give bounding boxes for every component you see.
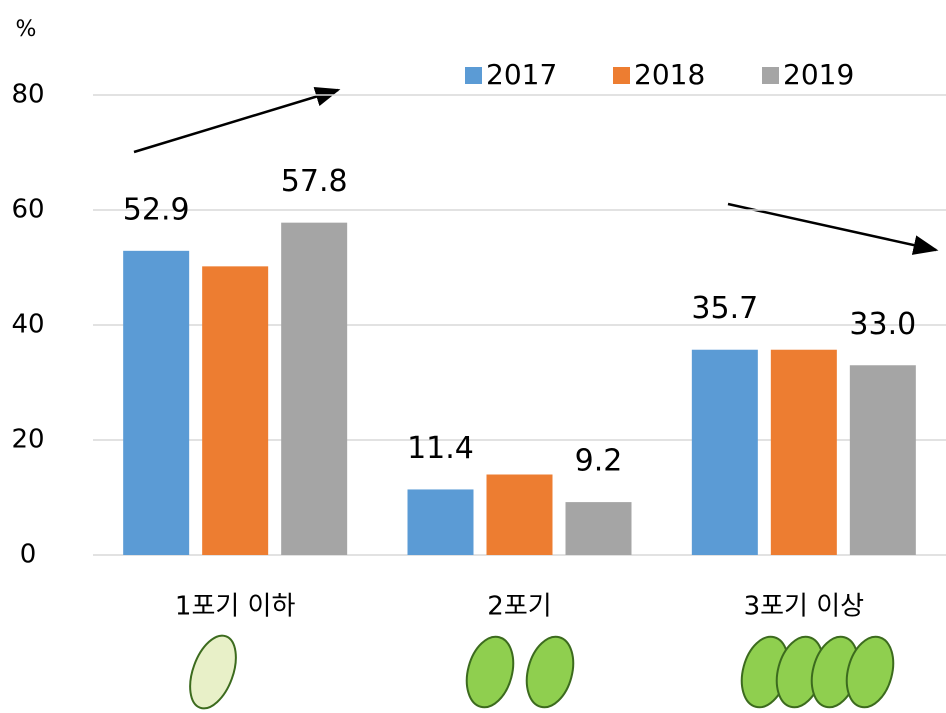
bar	[202, 266, 268, 555]
bar	[850, 365, 916, 555]
trend-arrow	[134, 90, 338, 152]
trend-arrow	[728, 204, 936, 250]
bar	[123, 251, 189, 555]
legend-swatch	[465, 67, 482, 84]
bar	[771, 350, 837, 555]
bar	[281, 223, 347, 555]
x-tick-label: 1포기 이하	[175, 592, 296, 622]
data-label: 35.7	[691, 291, 758, 326]
data-label: 11.4	[407, 431, 474, 466]
x-tick-label: 3포기 이상	[744, 592, 865, 622]
data-label: 9.2	[575, 444, 623, 479]
data-label: 52.9	[123, 192, 190, 227]
y-tick-label: 80	[11, 80, 44, 110]
bar	[408, 489, 474, 555]
bar	[487, 475, 553, 556]
y-tick-label: 60	[11, 195, 44, 225]
y-tick-label: 0	[20, 540, 37, 570]
legend-label: 2018	[634, 58, 705, 91]
legend-swatch	[613, 67, 630, 84]
cabbage-icons	[181, 629, 900, 713]
data-label: 57.8	[281, 164, 348, 199]
x-tick-label: 2포기	[487, 592, 551, 622]
chart: % 0 20 40 60 80 2017 2018 2019 1포기 이하 52.9 57.8 2포기…	[0, 0, 946, 713]
data-label: 33.0	[849, 307, 916, 342]
legend-label: 2017	[486, 58, 557, 91]
legend-swatch	[762, 67, 779, 84]
bar	[566, 502, 632, 555]
y-tick-label: 40	[11, 310, 44, 340]
y-axis-unit: %	[16, 17, 37, 42]
y-tick-label: 20	[11, 425, 44, 455]
legend-label: 2019	[783, 58, 854, 91]
bar	[692, 350, 758, 555]
